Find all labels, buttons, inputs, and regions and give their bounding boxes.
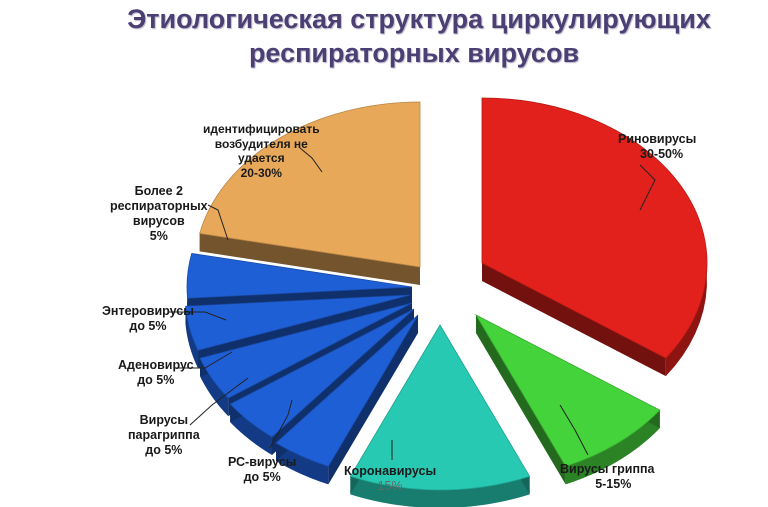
label-parainfluenza: Вирусы парагриппа до 5% [128, 413, 200, 457]
title-line-1: Этиологическая структура циркулирующих [127, 4, 711, 34]
slice-0 [481, 97, 708, 359]
slice-5 [199, 302, 413, 399]
slice-2 [349, 324, 531, 491]
label-coronavirus: Коронавирусы 15% [344, 464, 437, 493]
label-rhinovirus: Риновирусы 30-50% [618, 132, 697, 161]
slice-4 [229, 308, 415, 438]
leader-line-0 [639, 164, 656, 211]
label-influenza: Вирусы гриппа 5-15% [560, 462, 655, 491]
slice-6 [185, 294, 411, 351]
leader-line-6 [168, 311, 227, 321]
pie-layer [185, 97, 708, 507]
title-line-2: респираторных вирусов [248, 38, 580, 68]
leader-line-1 [559, 404, 589, 456]
slice-1 [474, 314, 661, 467]
slice-8 [199, 101, 421, 268]
leader-line-4 [189, 377, 249, 426]
leader-line-3 [269, 399, 293, 449]
slice-3 [275, 314, 419, 467]
label-unidentified: идентифицировать возбудителя не удается … [203, 122, 320, 180]
leader-line-7 [207, 204, 229, 241]
page-title: Этиологическая структура циркулирующих р… [0, 2, 768, 70]
slice-7 [186, 252, 413, 299]
leader-line-5 [175, 351, 233, 369]
label-adenovirus: Аденовирус до 5% [118, 358, 194, 387]
leader-line-8 [299, 147, 323, 173]
label-rsv: РС-вирусы до 5% [228, 455, 297, 484]
leader-lines [168, 147, 656, 460]
label-enterovirus: Энтеровирусы до 5% [102, 304, 194, 333]
label-multiple-viruses: Более 2 респираторных вирусов 5% [110, 184, 208, 243]
